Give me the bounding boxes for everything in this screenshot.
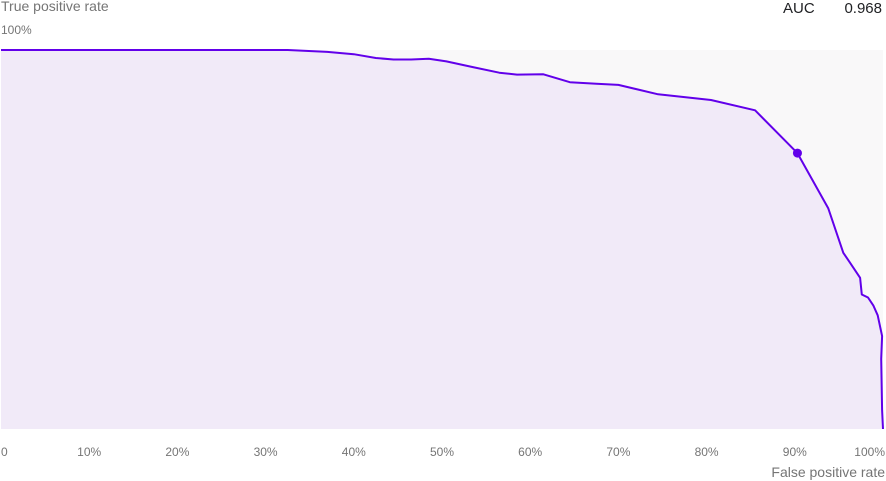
operating-point-marker[interactable] [792,148,802,158]
auc-value: 0.968 [844,0,882,17]
x-tick-label: 10% [77,445,101,459]
x-tick-label: 90% [783,445,807,459]
x-axis-label: False positive rate [771,464,885,480]
roc-curve-line [1,49,884,430]
x-tick-label: 60% [518,445,542,459]
x-tick-label: 80% [695,445,719,459]
x-tick-label: 100% [854,445,885,459]
y-tick-label: 100% [1,23,32,37]
x-tick-label: 70% [606,445,630,459]
x-tick-labels: 0 10% 20% 30% 40% 50% 60% 70% 80% 90% 100% [1,445,885,459]
x-tick-label: 30% [254,445,278,459]
y-axis-label: True positive rate [1,0,109,14]
roc-area-fill [1,50,883,429]
x-tick-label: 50% [430,445,454,459]
y-tick-labels: 100% [1,23,32,37]
x-tick-label: 40% [342,445,366,459]
auc-label: AUC [783,0,815,17]
x-tick-label: 20% [165,445,189,459]
x-tick-label: 0 [1,445,8,459]
